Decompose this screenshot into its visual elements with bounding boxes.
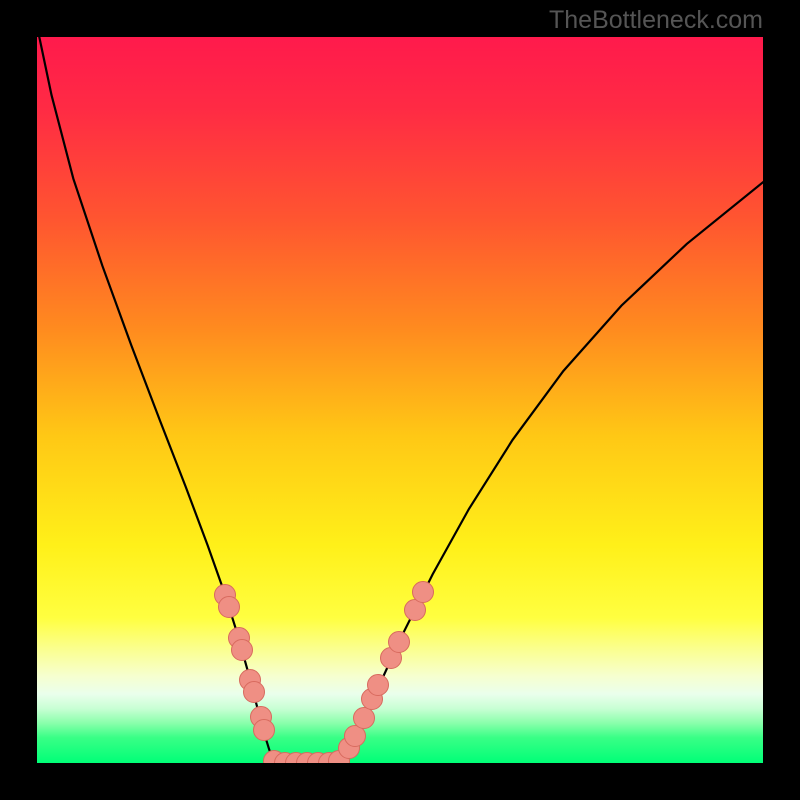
plot-area <box>37 37 763 763</box>
watermark-text: TheBottleneck.com <box>549 6 763 35</box>
data-marker <box>253 719 275 741</box>
data-marker <box>388 631 410 653</box>
data-marker <box>243 681 265 703</box>
data-marker <box>367 674 389 696</box>
data-marker <box>218 596 240 618</box>
data-marker <box>353 707 375 729</box>
data-marker <box>231 639 253 661</box>
data-marker <box>412 581 434 603</box>
